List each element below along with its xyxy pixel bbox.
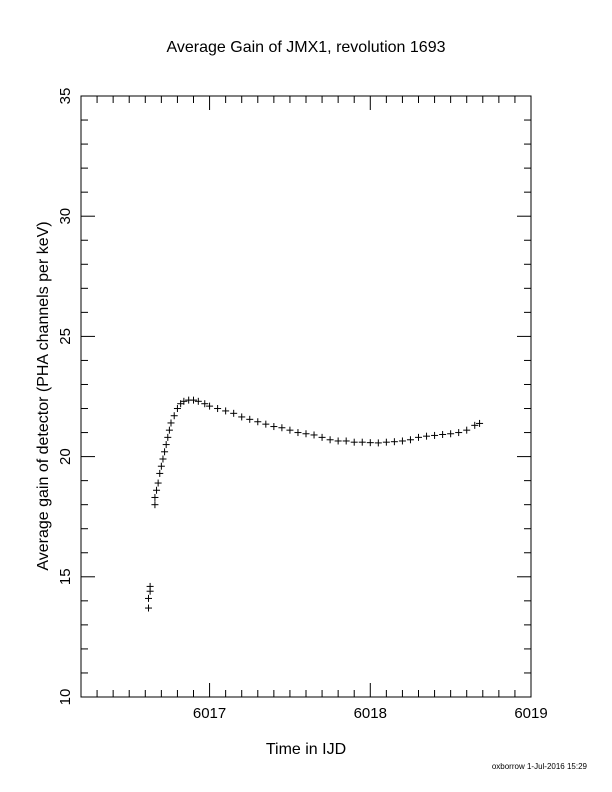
data-point xyxy=(310,431,318,439)
data-points xyxy=(145,396,484,612)
tick-labels: 6017 6018 6019 10 15 20 25 30 35 xyxy=(57,88,548,722)
data-point xyxy=(431,431,439,439)
data-point xyxy=(350,438,358,446)
data-point xyxy=(201,400,209,408)
data-point xyxy=(153,486,161,494)
data-point xyxy=(447,430,455,438)
data-point xyxy=(154,479,162,487)
y-axis-label: Average gain of detector (PHA channels p… xyxy=(35,221,52,570)
data-point xyxy=(262,420,270,428)
x-tick-label: 6019 xyxy=(514,705,547,722)
data-point xyxy=(390,438,398,446)
data-point xyxy=(156,469,164,477)
data-point xyxy=(190,396,197,404)
data-point xyxy=(439,430,447,438)
data-point xyxy=(476,419,484,427)
chart-title: Average Gain of JMX1, revolution 1693 xyxy=(167,39,446,56)
data-point xyxy=(159,455,167,463)
data-point xyxy=(157,462,165,470)
data-point xyxy=(161,448,169,456)
data-point xyxy=(406,436,414,444)
x-axis-label: Time in IJD xyxy=(266,741,346,758)
data-point xyxy=(302,430,310,438)
data-point xyxy=(334,437,342,445)
data-point xyxy=(162,441,170,449)
data-point xyxy=(194,397,202,405)
footer-stamp: oxborrow 1-Jul-2016 15:29 xyxy=(492,762,588,771)
data-point xyxy=(358,438,366,446)
data-point xyxy=(173,405,181,413)
data-point xyxy=(471,421,479,429)
data-point xyxy=(170,412,178,420)
y-tick-label: 20 xyxy=(57,448,74,465)
data-point xyxy=(151,493,159,501)
x-tick-label: 6017 xyxy=(193,705,226,722)
data-point xyxy=(374,439,382,447)
data-point xyxy=(342,437,350,445)
data-point xyxy=(423,432,431,440)
data-point xyxy=(286,426,294,434)
data-point xyxy=(246,415,254,423)
y-tick-label: 25 xyxy=(57,328,74,345)
data-point xyxy=(382,438,390,446)
axis-ticks xyxy=(80,95,532,698)
data-point xyxy=(230,409,238,417)
y-tick-label: 15 xyxy=(57,568,74,585)
data-point xyxy=(165,426,173,434)
data-point xyxy=(254,418,262,426)
data-point xyxy=(463,426,471,434)
data-point xyxy=(270,423,278,431)
data-point xyxy=(146,582,154,590)
data-point xyxy=(318,433,326,441)
data-point xyxy=(145,594,152,602)
data-point xyxy=(366,439,374,447)
x-tick-label: 6018 xyxy=(354,705,387,722)
data-point xyxy=(398,437,406,445)
data-point xyxy=(145,604,152,612)
data-point xyxy=(180,397,188,405)
data-point xyxy=(415,433,422,441)
y-tick-label: 10 xyxy=(57,689,74,706)
data-point xyxy=(326,436,334,444)
y-tick-label: 30 xyxy=(57,208,74,225)
data-point xyxy=(294,429,302,437)
data-point xyxy=(151,501,159,509)
data-point xyxy=(164,433,172,441)
data-point xyxy=(222,407,230,415)
data-point xyxy=(167,419,175,427)
data-point xyxy=(238,413,246,421)
data-point xyxy=(455,429,463,437)
data-point xyxy=(278,424,286,432)
data-point xyxy=(206,402,214,410)
y-tick-label: 35 xyxy=(57,88,74,105)
data-point xyxy=(214,405,222,413)
